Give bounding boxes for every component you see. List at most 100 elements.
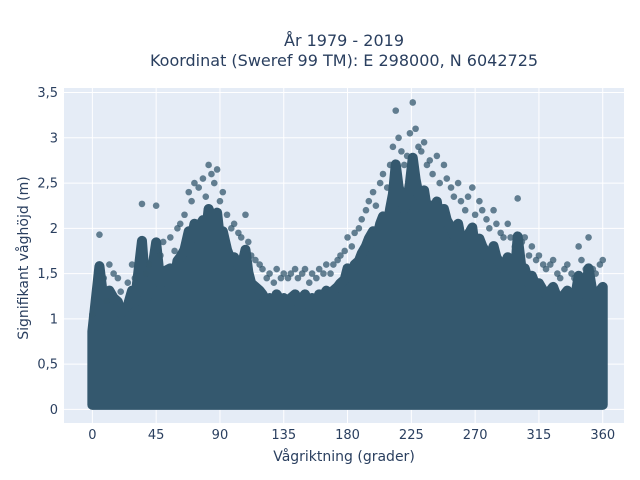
scatter-point <box>365 197 373 205</box>
scatter-point <box>128 261 136 268</box>
chart-title: År 1979 - 2019 <box>284 31 404 50</box>
scatter-point <box>210 179 218 187</box>
scatter-point <box>490 206 497 214</box>
scatter-point <box>216 197 224 205</box>
scatter-point <box>379 170 387 178</box>
scatter-point <box>322 261 330 268</box>
scatter-point <box>521 234 529 241</box>
scatter-point <box>230 220 238 228</box>
scatter-point <box>372 202 380 210</box>
scatter-point <box>525 252 533 259</box>
scatter-point <box>205 161 212 169</box>
scatter-point <box>412 125 419 133</box>
y-axis-title: Signifikant våghöjd (m) <box>15 176 32 339</box>
scatter-point <box>208 170 215 178</box>
scatter-point <box>403 152 411 160</box>
scatter-point <box>308 270 316 277</box>
scatter-point <box>305 279 313 286</box>
x-tick-label: 270 <box>463 428 488 443</box>
chart-subtitle: Koordinat (Sweref 99 TM): E 298000, N 60… <box>150 51 538 70</box>
scatter-point <box>556 274 564 282</box>
scatter-point <box>301 265 309 273</box>
scatter-point <box>582 265 590 273</box>
scatter-point <box>426 157 434 164</box>
y-tick-label: 2,5 <box>37 177 58 192</box>
scatter-point <box>389 143 397 151</box>
scatter-point <box>270 279 278 286</box>
x-tick-label: 0 <box>88 428 96 443</box>
scatter-point <box>542 265 550 273</box>
scatter-point <box>355 225 363 232</box>
scatter-point <box>213 166 221 173</box>
x-tick-label: 360 <box>590 428 615 443</box>
scatter-point <box>443 175 451 182</box>
scatter-point <box>514 195 521 202</box>
y-tick-label: 0 <box>50 403 58 418</box>
scatter-point <box>344 234 351 241</box>
scatter-point <box>145 261 153 268</box>
scatter-point <box>575 243 582 250</box>
scatter-point <box>436 179 443 187</box>
scatter-point <box>486 225 493 232</box>
scatter-point <box>454 179 462 187</box>
scatter-point <box>152 202 160 210</box>
scatter-point <box>195 184 202 191</box>
scatter-point <box>476 197 483 205</box>
scatter-point <box>585 234 592 241</box>
scatter-point <box>400 161 408 169</box>
scatter-point <box>578 256 585 264</box>
scatter-point <box>362 206 370 214</box>
scatter-point <box>563 261 571 268</box>
scatter-point <box>294 274 302 282</box>
scatter-point <box>461 206 469 214</box>
scatter-point <box>493 220 500 228</box>
scatter-cloud <box>87 152 608 410</box>
scatter-point <box>392 107 400 114</box>
scatter-point <box>142 270 150 277</box>
scatter-point <box>124 279 132 286</box>
scatter-point <box>176 220 184 228</box>
data-points <box>89 99 607 318</box>
scatter-point <box>327 270 334 277</box>
scatter-point <box>440 161 448 169</box>
x-axis-ticks: 0 45 90 135 180 225 270 315 360 <box>88 428 615 443</box>
scatter-point <box>191 179 198 187</box>
scatter-point <box>202 193 210 200</box>
scatter-point <box>315 265 323 273</box>
scatter-point <box>223 211 231 219</box>
y-tick-label: 2 <box>50 222 58 237</box>
scatter-point <box>320 270 327 277</box>
x-axis-title: Vågriktning (grader) <box>273 448 415 465</box>
scatter-point <box>409 99 417 106</box>
scatter-point <box>245 238 252 246</box>
scatter-point <box>247 252 255 259</box>
scatter-point <box>358 215 366 223</box>
scatter-point <box>242 211 249 219</box>
x-tick-label: 135 <box>271 428 296 443</box>
scatter-point <box>417 148 425 155</box>
scatter-point <box>131 274 139 282</box>
scatter-point <box>376 179 384 187</box>
scatter-point <box>478 206 486 214</box>
y-tick-label: 0,5 <box>37 358 58 373</box>
scatter-point <box>535 252 543 259</box>
x-tick-label: 90 <box>212 428 229 443</box>
y-tick-label: 3 <box>50 131 58 146</box>
scatter-point <box>188 197 195 205</box>
scatter-point <box>103 297 110 305</box>
point-cloud <box>87 152 608 410</box>
scatter-point <box>383 184 391 191</box>
scatter-point <box>110 270 117 277</box>
scatter-point <box>117 288 125 296</box>
scatter-point <box>157 252 164 259</box>
y-axis-ticks: 0 0,5 1 1,5 2 2,5 3 3,5 <box>37 86 58 418</box>
x-tick-label: 180 <box>335 428 360 443</box>
scatter-point <box>348 243 356 250</box>
scatter-point <box>114 274 122 282</box>
x-tick-label: 45 <box>148 428 165 443</box>
scatter-point <box>280 270 288 277</box>
scatter-point <box>507 234 514 241</box>
x-tick-label: 225 <box>399 428 424 443</box>
scatter-point <box>106 261 113 268</box>
